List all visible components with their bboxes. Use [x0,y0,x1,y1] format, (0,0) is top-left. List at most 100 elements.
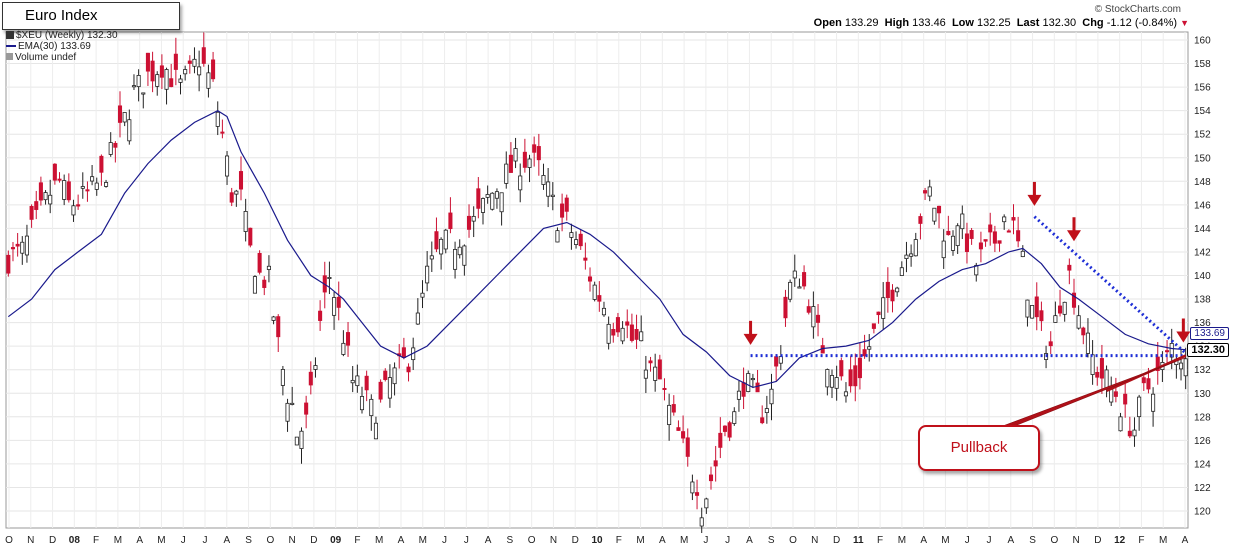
candle-body [169,78,174,88]
candle-body [425,265,430,284]
candle [490,192,495,211]
ema-line [7,110,1186,389]
open-value: 133.29 [844,17,879,29]
candle-body [57,178,62,181]
candle-body [346,332,351,346]
last-label: Last [1016,17,1040,29]
candle [1016,216,1021,248]
candle [676,420,681,431]
x-tick-label: J [464,535,469,546]
candle [1057,289,1063,317]
candle [816,304,821,337]
candle-body [1155,356,1160,372]
x-tick-label: F [93,535,99,546]
candle [1165,340,1170,363]
candle-body [1165,350,1170,353]
candle-body [1132,429,1137,437]
candle [150,51,155,93]
candle [439,237,444,270]
down-arrow-icon [1027,181,1042,206]
candle-body [145,52,150,72]
x-tick-label: D [310,535,317,546]
candle [252,275,257,294]
candle [527,154,532,183]
candle [383,368,388,382]
candle-body [1039,310,1044,322]
candle [1141,375,1146,392]
y-tick-label: 126 [1194,436,1211,447]
candle-body [1141,377,1146,384]
candle-body [960,213,965,230]
x-tick-label: S [768,535,775,546]
candle [583,242,588,270]
x-tick-label: M [941,535,949,546]
candle [1118,412,1123,432]
candle [964,222,969,264]
candle-body [736,390,741,400]
legend-volume: Volume undef [6,52,118,63]
candle [899,261,904,276]
candle [248,227,253,248]
candle-body [797,286,802,289]
candle-body [1025,299,1030,318]
x-tick-label: J [181,535,186,546]
candle-body [336,296,341,308]
candle-body [927,186,932,197]
x-tick-label: J [965,535,970,546]
candle [788,279,793,303]
candle [1095,366,1100,386]
y-tick-label: 154 [1194,106,1211,117]
candle [211,51,216,82]
candle [104,179,109,188]
candle [425,251,430,292]
x-tick-label: S [1029,535,1036,546]
candle [671,395,676,416]
candle-body [937,205,942,214]
candle [15,233,20,257]
candle-body [104,182,109,187]
candle-body [1113,391,1118,397]
candle-body [648,360,653,364]
candle [695,479,700,510]
candle-body [978,242,983,250]
candle [532,136,537,167]
candle-body [392,367,397,385]
candle-body [769,388,774,405]
candle [923,187,928,200]
candle-body [941,240,946,259]
candle [1090,340,1095,385]
candle [364,370,369,402]
candle-body [52,163,57,181]
candle-body [485,194,490,198]
candle-body [6,254,11,274]
candle-body [1127,430,1132,437]
candle-body [508,154,513,173]
candle-body [536,146,541,161]
candle [806,299,811,315]
candle-body [1095,371,1100,378]
candle [522,138,527,173]
candle [597,281,602,312]
x-tick-label: O [266,535,274,546]
candle-body [234,190,239,195]
x-tick-label: F [877,535,883,546]
candle-body [173,53,178,70]
candle-body [750,378,755,381]
candle-body [1137,396,1142,418]
candle [853,353,858,402]
candle-body [66,181,71,201]
candle-body [829,375,835,388]
chg-label: Chg [1082,17,1104,29]
candle-body [285,402,290,422]
candle [1025,299,1030,327]
candle-body [341,342,346,355]
candle-body [788,281,793,300]
candle-body [806,306,811,313]
candle [201,32,206,67]
candle [555,227,560,243]
candle [327,261,332,295]
candle [457,239,462,259]
candle-body [513,148,518,162]
candle-body [159,65,164,78]
candle-body [187,60,192,64]
